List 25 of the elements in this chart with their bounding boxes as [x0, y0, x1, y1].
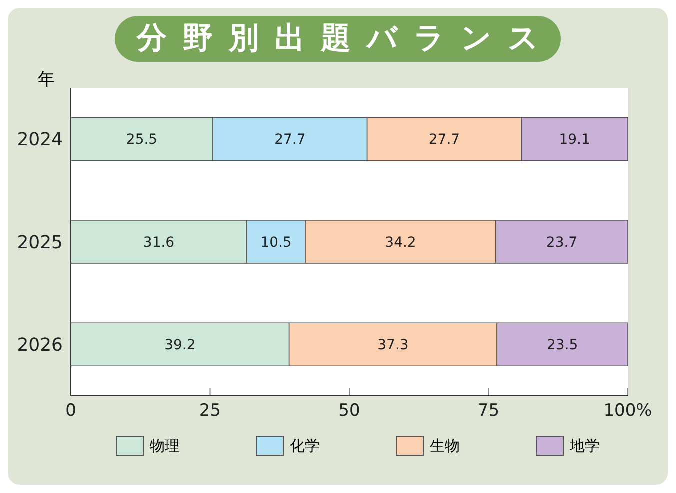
data-label: 25.5: [126, 132, 158, 148]
y-tick-label: 2026: [17, 335, 63, 356]
chart-title: 分野別出題バランス: [115, 16, 561, 62]
data-label: 23.5: [546, 338, 578, 354]
data-label: 34.2: [385, 234, 416, 251]
x-tick-label: 0: [66, 401, 76, 422]
y-tick-label: 2024: [17, 130, 63, 151]
x-tick-label: 75: [478, 401, 500, 422]
data-label: 31.6: [143, 234, 175, 251]
data-label: 23.7: [546, 234, 578, 251]
y-axis-title: 年: [38, 69, 55, 91]
x-tick-label: 50: [338, 401, 360, 422]
legend-label: 生物: [430, 436, 460, 456]
data-label: 39.2: [164, 338, 196, 354]
data-label: 27.7: [428, 132, 460, 148]
legend-label: 地学: [570, 436, 600, 456]
y-tick-label: 2025: [17, 232, 63, 254]
data-label: 10.5: [260, 234, 292, 251]
legend-label: 化学: [290, 436, 320, 456]
x-tick-label: 100%: [604, 401, 652, 422]
data-label: 27.7: [274, 132, 306, 148]
x-tick-label: 25: [199, 401, 222, 422]
legend-label: 物理: [150, 436, 180, 456]
data-label: 19.1: [559, 132, 590, 148]
data-label: 37.3: [378, 338, 409, 354]
